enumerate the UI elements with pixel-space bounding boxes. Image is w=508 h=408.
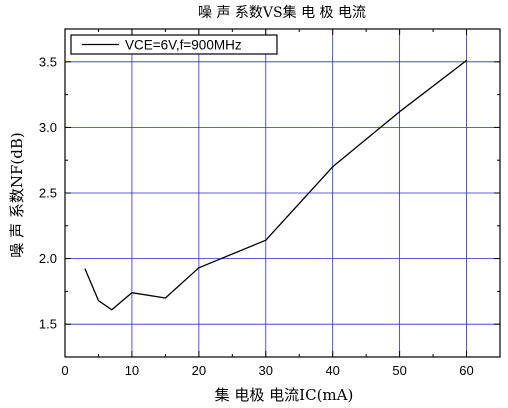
series-layer — [84, 59, 468, 311]
x-tick-label: 0 — [61, 363, 68, 378]
grid-lines — [65, 29, 500, 357]
data-point — [111, 309, 113, 311]
legend-box — [70, 34, 278, 55]
y-tick-label: 2.5 — [39, 186, 57, 201]
axes — [64, 28, 501, 358]
x-tick-label: 50 — [392, 363, 406, 378]
data-point — [84, 268, 86, 270]
data-point — [97, 299, 100, 302]
data-point — [164, 297, 166, 299]
x-axis-label: 集 电极 电流IC(mA) — [215, 386, 354, 404]
labels: 0 10 20 30 40 50 60 1.5 2.0 2.5 3.0 3.5 噪 声 系数VS集 电 … — [8, 4, 474, 404]
data-point — [131, 292, 133, 294]
x-tick-label: 30 — [259, 363, 273, 378]
series-line — [84, 59, 467, 311]
x-tick-label: 10 — [125, 363, 139, 378]
y-tick-label: 3.5 — [39, 54, 57, 69]
legend-label: VCE=6V,f=900MHz — [125, 38, 242, 53]
chart-title: 噪 声 系数VS集 电 极 电流 — [198, 4, 366, 21]
x-tick-label: 20 — [192, 363, 206, 378]
legend: VCE=6V,f=900MHz — [70, 34, 278, 55]
y-tick-label: 3.0 — [39, 120, 57, 135]
y-tick-label: 2.0 — [39, 251, 57, 266]
x-tick-label: 60 — [459, 363, 473, 378]
x-tick-label: 40 — [325, 363, 339, 378]
data-point — [265, 239, 267, 241]
data-point — [198, 267, 200, 269]
y-tick-label: 1.5 — [39, 317, 57, 332]
data-point — [332, 166, 334, 168]
data-point — [399, 111, 401, 113]
data-point — [465, 59, 468, 62]
y-axis-label: 噪 声 系数NF(dB) — [8, 132, 26, 257]
